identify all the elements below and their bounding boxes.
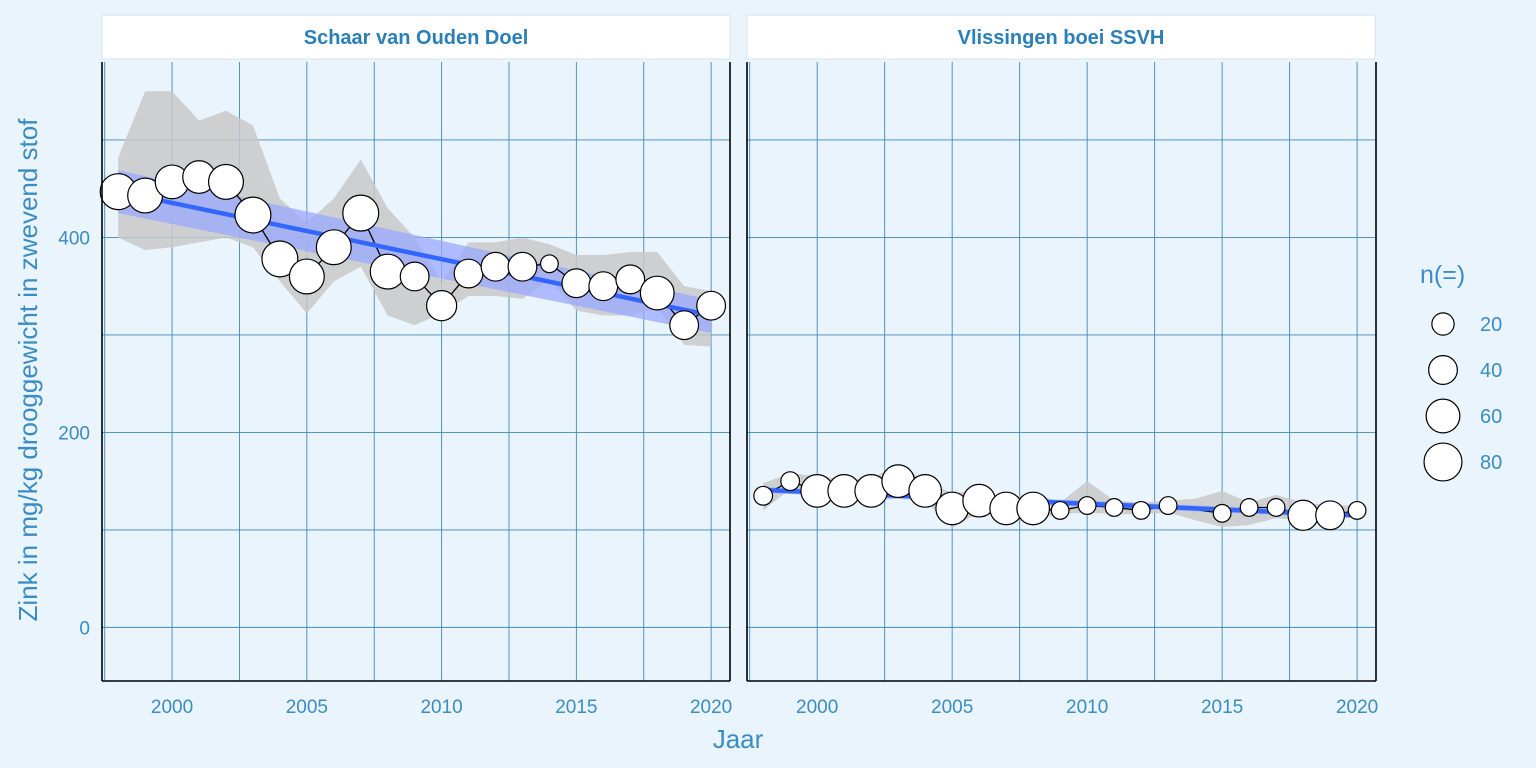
x-tick-label: 2000 bbox=[151, 697, 193, 718]
y-tick-label: 400 bbox=[58, 228, 90, 249]
data-point bbox=[539, 254, 559, 274]
points-layer bbox=[753, 464, 1367, 531]
facet-panel-schaar-van-ouden-doel: Schaar van Ouden Doel 2000 2005 2010 2015 20… bbox=[99, 14, 732, 718]
data-point bbox=[261, 240, 299, 278]
size-legend: n(=) 20 40 60 80 bbox=[1420, 261, 1502, 482]
y-tick-label: 200 bbox=[58, 423, 90, 444]
legend-key-label: 40 bbox=[1480, 360, 1502, 382]
points-layer bbox=[99, 160, 727, 341]
data-point bbox=[207, 163, 244, 200]
x-tick-label: 2015 bbox=[555, 697, 597, 718]
facet-strip bbox=[101, 14, 731, 60]
legend-key-label: 20 bbox=[1480, 314, 1502, 336]
data-point bbox=[425, 290, 458, 322]
data-point bbox=[1212, 503, 1232, 523]
data-point bbox=[1131, 500, 1151, 520]
data-point bbox=[753, 485, 774, 506]
data-point bbox=[315, 229, 352, 266]
legend-key-circle bbox=[1428, 355, 1458, 385]
x-tick-label: 2005 bbox=[931, 697, 973, 718]
data-point bbox=[480, 251, 511, 282]
data-point bbox=[1287, 499, 1319, 531]
y-tick-labels: 0 200 400 bbox=[58, 228, 90, 639]
data-point bbox=[1347, 500, 1367, 520]
legend-key-circle bbox=[1431, 312, 1455, 336]
x-tick-labels: 2000 2005 2010 2015 2020 bbox=[796, 697, 1378, 718]
legend-key-circle bbox=[1425, 398, 1461, 434]
data-point bbox=[615, 264, 646, 295]
data-point bbox=[588, 271, 619, 302]
x-tick-label: 2020 bbox=[1336, 697, 1378, 718]
x-axis-title: Jaar bbox=[713, 724, 764, 754]
data-point bbox=[1050, 500, 1070, 520]
x-tick-label: 2005 bbox=[286, 697, 328, 718]
y-tick-label: 0 bbox=[79, 618, 90, 639]
facet-strip bbox=[746, 14, 1376, 60]
data-point bbox=[561, 268, 592, 299]
data-point bbox=[399, 261, 430, 292]
data-point bbox=[1315, 500, 1346, 531]
data-point bbox=[696, 290, 727, 321]
data-point bbox=[639, 275, 675, 311]
legend-key-circle bbox=[1423, 442, 1463, 482]
data-point bbox=[1158, 496, 1178, 515]
data-point bbox=[1239, 498, 1259, 517]
data-point bbox=[908, 474, 943, 508]
data-point bbox=[1266, 498, 1286, 517]
panel-axes bbox=[746, 62, 1377, 682]
data-point bbox=[1016, 491, 1051, 526]
panel-axes bbox=[101, 62, 731, 682]
data-point bbox=[369, 253, 406, 290]
x-tick-label: 2000 bbox=[796, 697, 838, 718]
x-tick-labels: 2000 2005 2010 2015 2020 bbox=[151, 697, 732, 718]
x-tick-label: 2020 bbox=[690, 697, 732, 718]
legend-key-label: 60 bbox=[1480, 406, 1502, 428]
grid-lines bbox=[747, 62, 1376, 681]
data-point bbox=[234, 196, 272, 234]
legend-keys: 20 40 60 80 bbox=[1423, 312, 1502, 482]
y-axis-title: Zink in mg/kg drooggewicht in zwevend st… bbox=[13, 118, 43, 622]
data-point bbox=[453, 258, 484, 289]
legend-key-label: 80 bbox=[1480, 452, 1502, 474]
data-point bbox=[1104, 498, 1124, 517]
data-point bbox=[669, 310, 700, 341]
x-tick-label: 2010 bbox=[1066, 697, 1108, 718]
facet-title: Schaar van Ouden Doel bbox=[304, 27, 529, 49]
data-point bbox=[780, 471, 801, 492]
facet-title: Vlissingen boei SSVH bbox=[958, 27, 1165, 49]
data-point bbox=[342, 194, 380, 232]
data-point bbox=[288, 258, 325, 295]
data-point bbox=[507, 251, 538, 282]
x-tick-label: 2010 bbox=[420, 697, 462, 718]
legend-title: n(=) bbox=[1420, 261, 1465, 289]
data-point bbox=[1077, 496, 1097, 515]
x-tick-label: 2015 bbox=[1201, 697, 1243, 718]
facet-panel-vlissingen-boei-ssvh: Vlissingen boei SSVH 2000 2005 2010 2015 202… bbox=[746, 14, 1378, 718]
